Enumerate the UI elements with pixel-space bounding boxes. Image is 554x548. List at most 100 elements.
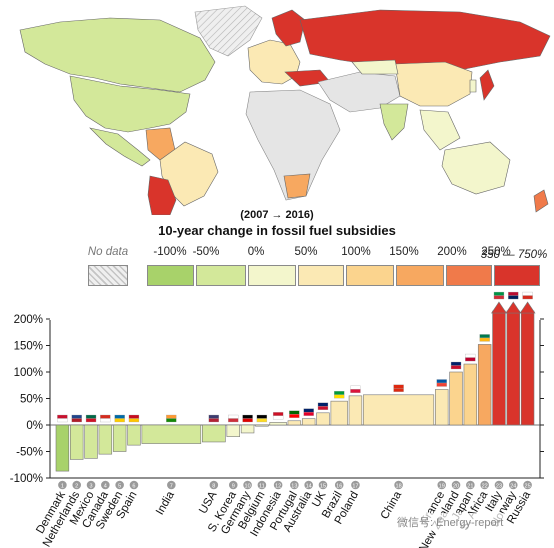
flag-icon: [350, 389, 361, 394]
legend-label: 50%: [294, 246, 318, 258]
flag-icon: [208, 414, 219, 419]
bar-number-badge: [167, 480, 176, 490]
flag-icon: [508, 291, 519, 296]
flag-icon: [334, 394, 345, 399]
bar-number-badge: [115, 480, 124, 490]
y-tick-label: -100%: [10, 473, 43, 485]
flag-icon: [450, 361, 462, 366]
bar: [449, 371, 463, 426]
bar-number: 9: [232, 484, 235, 490]
bar-number: 5: [118, 484, 121, 490]
flag-icon: [289, 410, 300, 415]
y-tick-label: 50%: [20, 394, 43, 406]
flag-icon: [393, 384, 404, 389]
bar-number-badge: [304, 480, 313, 490]
bar-number-badge: [101, 480, 110, 490]
flag-icon: [256, 414, 268, 419]
bar: [98, 424, 113, 455]
bar-number: 14: [306, 484, 312, 490]
bar-number: 22: [482, 484, 488, 490]
flag-icon: [114, 418, 125, 423]
bar-number: 18: [396, 484, 402, 490]
bar-number-badge: [351, 480, 360, 490]
map-kazakh: [351, 59, 399, 75]
legend-swatch: [298, 265, 344, 286]
map-canada: [19, 17, 216, 93]
bar-number: 11: [259, 484, 265, 490]
bar-arrow: [491, 301, 507, 314]
bar-number: 13: [291, 484, 297, 490]
flag-icon: [465, 353, 476, 358]
flag-icon: [317, 406, 329, 410]
y-tick-label: -50%: [16, 447, 43, 459]
flag-icon: [71, 414, 82, 419]
legend-swatch: [446, 265, 492, 286]
flag-icon: [128, 418, 140, 423]
legend-swatch: [396, 265, 444, 286]
y-tick-label: 0%: [26, 420, 43, 432]
flag-icon: [71, 418, 82, 423]
bar-number: 21: [467, 484, 473, 490]
bar: [55, 424, 70, 472]
flag-icon: [114, 414, 125, 419]
flag-icon: [317, 402, 329, 407]
map-new-zealand: [533, 189, 549, 213]
bar: [141, 424, 202, 444]
bar: [84, 424, 98, 459]
flag-icon: [334, 390, 345, 395]
bar-number-badge: [508, 480, 518, 490]
bar-number: 6: [132, 484, 135, 490]
period-label: (2007 → 2016): [240, 209, 314, 221]
bar-number: 10: [245, 484, 251, 490]
map-greenland: [194, 5, 263, 57]
flag-icon: [303, 408, 314, 413]
bar: [269, 422, 287, 426]
bar-number-badge: [318, 480, 328, 490]
flag-icon: [493, 295, 505, 300]
legend-swatch: [346, 265, 394, 286]
bar-arrow: [505, 301, 522, 314]
bar-number-badge: [290, 480, 299, 490]
bar-number-badge: [58, 480, 67, 490]
bar-number: 25: [525, 484, 531, 490]
bar-number-badge: [273, 480, 283, 490]
bar: [330, 400, 348, 426]
flag-icon: [242, 414, 253, 419]
bar: [492, 310, 506, 426]
bar-number-badge: [394, 480, 403, 490]
bar-number-badge: [243, 480, 252, 490]
bar: [477, 344, 492, 426]
flag-icon: [479, 334, 490, 339]
map-japan: [479, 69, 495, 101]
legend-extra-label: 350 — 750%: [480, 249, 548, 261]
flag-icon: [508, 295, 519, 300]
bar: [255, 424, 269, 427]
flag-icon: [57, 418, 68, 423]
legend-swatch: [196, 265, 246, 286]
flag-icon: [272, 412, 284, 417]
flag-icon: [436, 379, 447, 384]
bar-number: 8: [212, 484, 215, 490]
bar-number-badge: [129, 480, 139, 490]
flag-icon: [436, 382, 447, 387]
bar-number: 17: [352, 484, 358, 490]
bar: [226, 424, 240, 437]
map-india: [379, 103, 409, 141]
bar-number: 23: [496, 484, 502, 490]
flag-icon: [350, 385, 361, 390]
map-mexico: [89, 127, 151, 167]
bar: [348, 395, 363, 426]
flag-icon: [272, 415, 284, 420]
bar: [301, 418, 316, 426]
map-argentina: [147, 175, 177, 215]
bar-number: 24: [510, 484, 516, 490]
legend-swatch: [147, 265, 194, 286]
watermark: 微信号: Energy-report: [394, 513, 507, 531]
bar-number-badge: [480, 480, 489, 490]
y-tick-label: 200%: [14, 314, 43, 326]
bar-number: 16: [336, 484, 342, 490]
chart-subtitle: 10-year change in fossil fuel subsidies: [158, 223, 396, 238]
map-australia: [441, 141, 511, 195]
bar-number-badge: [334, 480, 344, 490]
flag-icon: [166, 414, 177, 419]
